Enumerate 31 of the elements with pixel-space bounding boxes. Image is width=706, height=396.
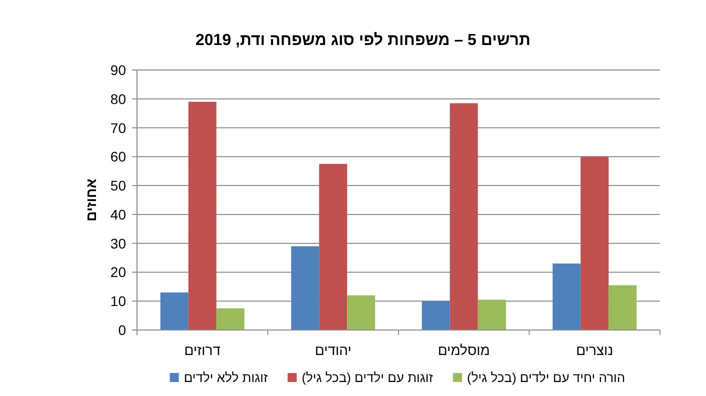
- bar: [347, 295, 376, 330]
- x-tick-label: מוסלמים: [438, 342, 490, 358]
- bar: [450, 103, 478, 330]
- x-tick-label: דרוזים: [184, 342, 221, 358]
- bar: [608, 285, 637, 330]
- y-tick-label: 10: [110, 293, 126, 310]
- bar: [291, 246, 320, 330]
- bar: [580, 156, 609, 330]
- bar: [188, 102, 216, 330]
- chart-title: תרשים 5 – משפחות לפי סוג משפחה ודת, 2019: [196, 31, 530, 49]
- bar: [216, 308, 244, 330]
- bar: [422, 301, 450, 330]
- y-tick-label: 30: [110, 235, 126, 252]
- bar: [478, 300, 506, 330]
- y-tick-label: 70: [110, 120, 126, 136]
- y-tick-label: 50: [110, 178, 126, 194]
- x-tick-label: יהודים: [314, 342, 352, 358]
- bar: [160, 292, 188, 330]
- y-tick-label: 80: [110, 90, 126, 107]
- bar: [552, 264, 581, 330]
- y-tick-label: 90: [110, 62, 126, 78]
- y-tick-label: 40: [110, 206, 126, 222]
- x-tick-label: נוצרים: [576, 342, 614, 358]
- legend-label: זוגות ללא ילדים: [184, 370, 268, 385]
- y-axis-title: אחוזים: [83, 178, 99, 222]
- y-tick-label: 60: [110, 148, 126, 165]
- legend-label: הורה יחיד עם ילדים (בכל גיל): [467, 370, 626, 385]
- y-tick-label: 0: [118, 322, 126, 338]
- bar: [319, 164, 348, 330]
- y-tick-label: 20: [110, 264, 126, 280]
- legend-label: זוגות עם ילדים (בכל גיל): [302, 370, 434, 385]
